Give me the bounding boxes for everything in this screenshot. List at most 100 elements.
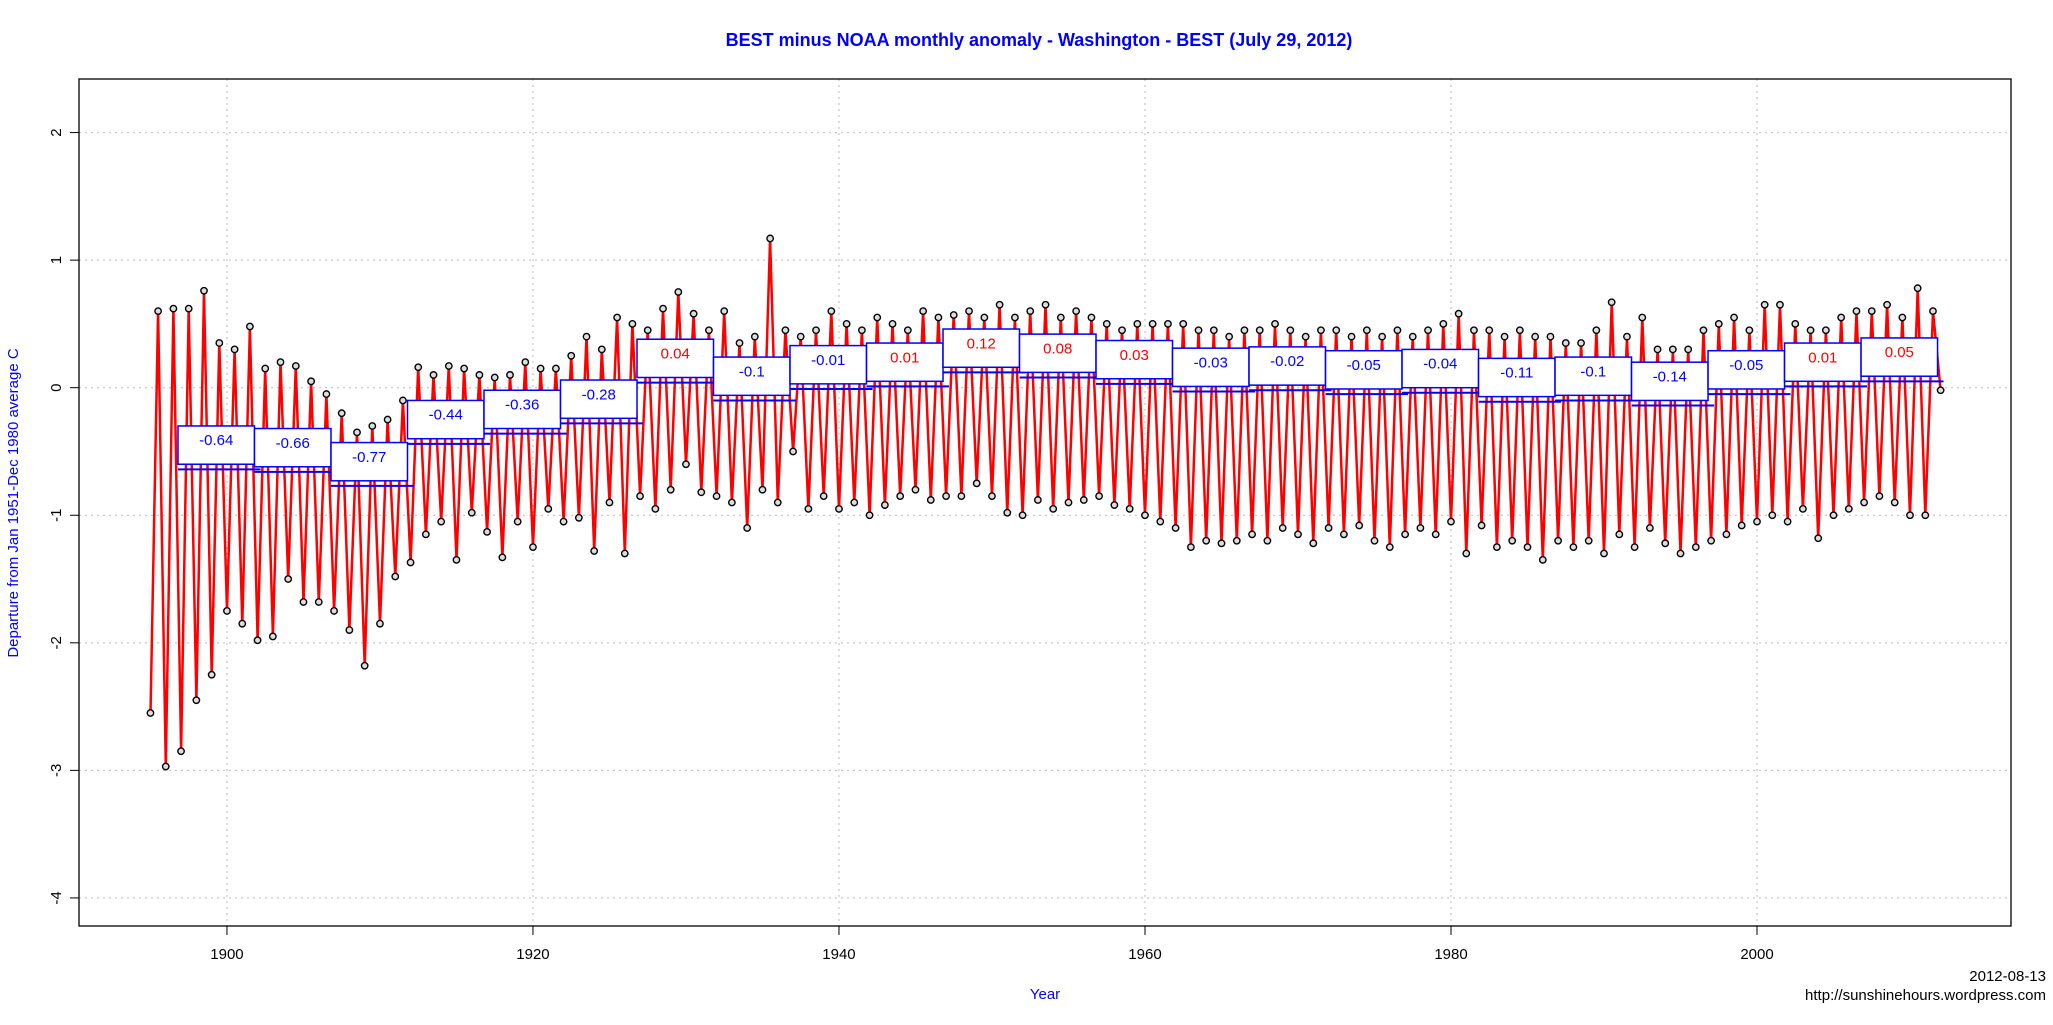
data-point [299,598,308,606]
data-point [1837,313,1846,322]
data-point [1209,326,1218,335]
segment-box [712,356,791,397]
data-point [1730,313,1738,322]
data-point [1554,536,1563,545]
segment-box [1324,349,1403,390]
data-point [1049,504,1058,513]
segment-label: 0.05 [1885,344,1914,361]
data-point [1577,339,1585,347]
data-point [246,322,254,331]
data-point [842,320,851,328]
data-point [1026,307,1035,316]
data-line [149,238,1942,767]
data-point [1355,521,1364,530]
data-point [605,498,614,507]
data-point [1676,549,1685,558]
data-point [1523,543,1532,552]
data-point [1248,530,1256,539]
data-point [345,626,354,634]
data-point [1454,309,1463,318]
data-point [896,492,905,501]
segment-label: -0.28 [582,386,616,403]
y-tick-label: -2 [48,636,65,649]
data-point [858,326,866,335]
x-tick-label: 1900 [210,946,243,963]
data-point [735,339,744,347]
segment-box [177,425,256,465]
data-point [544,504,553,513]
data-point [926,496,935,504]
data-point [169,304,178,313]
data-point [980,313,989,322]
data-point [1753,517,1761,526]
segment-label: -0.01 [811,352,845,369]
data-point [1271,320,1279,328]
data-point [1493,543,1501,552]
segment-label: -0.05 [1347,357,1381,374]
data-point [1875,492,1884,501]
data-point [184,304,193,313]
data-point [1462,549,1471,558]
data-point [483,527,491,536]
data-point [995,300,1004,309]
data-point [1760,300,1769,309]
data-point [597,345,606,354]
data-point [399,396,407,405]
data-point [582,332,591,341]
y-tick-label: 1 [48,256,65,264]
data-point [827,307,836,316]
data-point [1164,320,1172,328]
data-point [1860,498,1869,507]
data-point [268,632,277,641]
data-point [674,288,683,296]
data-point [1317,326,1325,335]
data-point [1722,530,1731,539]
data-point [1500,332,1509,341]
data-point [1646,524,1654,532]
data-point [1194,326,1203,335]
data-point [1339,530,1348,539]
data-point [903,326,912,335]
data-point [590,547,599,555]
data-point [743,524,752,532]
data-point [1538,556,1547,564]
segment-label: -0.1 [1580,363,1606,380]
data-point [942,492,950,501]
data-point [1638,313,1647,322]
data-point [835,504,843,513]
segment-label: 0.04 [661,345,690,362]
x-tick-label: 1980 [1434,946,1467,963]
data-point [972,479,981,488]
data-point [1110,501,1119,509]
segment-label: -0.1 [739,363,765,380]
data-point [414,363,423,372]
data-point [1806,326,1815,335]
data-point [1018,511,1027,520]
data-point [177,747,185,756]
data-point [475,371,484,379]
data-point [337,409,346,418]
segment-label: -0.66 [276,435,310,452]
data-point [498,553,507,562]
data-point [804,504,813,513]
data-point [1056,313,1065,322]
data-point [223,607,231,615]
data-point [1569,543,1578,552]
data-point [506,371,514,379]
x-axis-label: Year [1030,986,1060,1003]
data-point [1079,496,1088,504]
data-point [1362,326,1371,335]
data-point [1156,517,1165,526]
data-point [643,326,652,335]
data-point [1286,326,1295,335]
data-point [1141,511,1149,520]
data-point [1278,524,1287,532]
data-point [1393,326,1402,335]
data-point [949,311,958,319]
data-point [1776,300,1784,309]
data-point [307,377,316,386]
data-point [1561,339,1570,347]
data-point [888,320,897,328]
data-point [429,371,438,379]
data-point [322,390,331,398]
